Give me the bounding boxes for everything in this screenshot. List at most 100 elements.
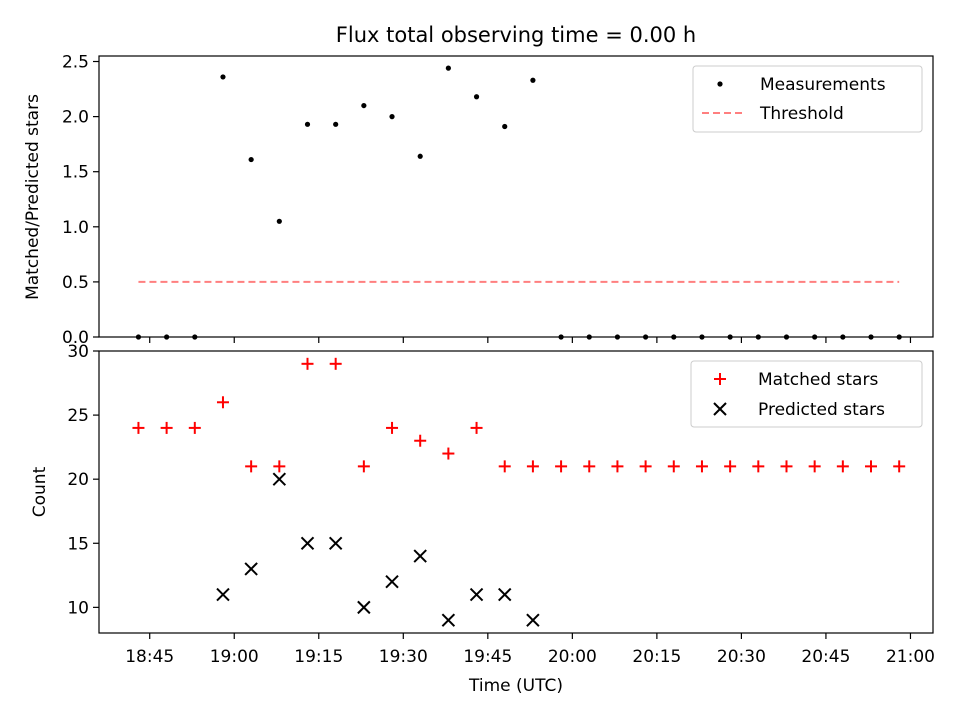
legend-measurements-marker <box>717 81 723 87</box>
y-tick-label: 15 <box>67 534 89 554</box>
x-tick-label: 19:30 <box>379 647 428 667</box>
x-tick-label: 20:45 <box>801 647 850 667</box>
predicted-star-point <box>526 613 540 627</box>
x-tick-label: 19:15 <box>294 647 343 667</box>
x-tick-label: 20:30 <box>717 647 766 667</box>
legend-measurements-label: Measurements <box>760 75 886 95</box>
x-tick-label: 18:45 <box>125 647 174 667</box>
top-data-marks <box>135 65 902 340</box>
matched-star-point <box>724 460 737 473</box>
matched-star-point <box>386 421 399 434</box>
legend-predicted-marker <box>713 402 727 416</box>
measurement-point <box>276 218 282 224</box>
matched-star-point <box>498 460 511 473</box>
predicted-star-stroke-b <box>469 587 484 602</box>
predicted-star-point <box>216 587 230 602</box>
predicted-star-stroke-b <box>413 549 427 563</box>
matched-star-point <box>695 460 708 473</box>
matched-star-point <box>329 357 342 370</box>
measurement-point <box>248 156 254 163</box>
predicted-star-stroke-b <box>216 587 230 602</box>
matched-star-point <box>132 421 145 434</box>
predicted-star-stroke-b <box>328 536 343 550</box>
x-tick-label: 19:45 <box>463 647 512 667</box>
measurement-point <box>530 77 536 83</box>
matched-star-point <box>836 460 849 473</box>
measurement-point <box>333 121 339 127</box>
matched-star-point <box>808 460 821 473</box>
predicted-star-stroke-b <box>244 562 258 576</box>
measurement-point <box>361 102 367 109</box>
x-tick-label: 20:00 <box>548 647 597 667</box>
top-axes-frame <box>98 55 934 338</box>
matched-star-point <box>160 421 173 434</box>
legend-matched-marker <box>714 373 726 385</box>
predicted-star-point <box>244 562 258 576</box>
x-tick-label: 20:15 <box>632 647 681 667</box>
legend-predicted-label: Predicted stars <box>758 400 885 420</box>
predicted-star-point <box>469 587 484 602</box>
x-tick-label: 19:00 <box>210 647 259 667</box>
predicted-star-stroke-b <box>272 472 287 486</box>
predicted-star-point <box>385 575 399 589</box>
y-tick-label: 2.0 <box>62 108 89 128</box>
measurement-point <box>304 121 311 127</box>
matched-star-point <box>555 460 568 473</box>
predicted-star-point <box>328 536 343 550</box>
top-legend: Measurements Threshold <box>692 65 923 133</box>
predicted-star-stroke-b <box>357 600 371 615</box>
matched-star-point <box>639 460 652 473</box>
measurement-point <box>502 123 508 130</box>
bottom-panel: 10 15 20 25 30 18:45 19:00 19:15 19:30 19:45 20:00… <box>30 342 935 696</box>
predicted-star-point <box>441 613 456 627</box>
predicted-star-stroke-b <box>300 536 315 550</box>
y-tick-label: 10 <box>67 598 89 618</box>
legend-matched-label: Matched stars <box>758 370 878 390</box>
matched-star-point <box>273 460 286 473</box>
y-tick-label: 1.5 <box>62 163 89 183</box>
matched-star-point <box>893 460 906 473</box>
predicted-star-point <box>357 600 371 615</box>
matched-star-point <box>357 460 370 473</box>
matched-star-point <box>526 460 539 473</box>
matched-star-point <box>470 421 483 434</box>
matched-star-point <box>414 434 427 447</box>
predicted-star-point <box>498 587 512 602</box>
y-tick-label: 25 <box>67 406 89 426</box>
matched-star-point <box>865 460 878 473</box>
predicted-star-stroke-b <box>385 575 399 589</box>
measurement-point <box>473 94 480 100</box>
measurement-point <box>417 153 423 159</box>
predicted-star-point <box>413 549 427 563</box>
bottom-legend: Matched stars Predicted stars <box>690 360 923 428</box>
y-tick-label: 0.5 <box>62 273 89 293</box>
x-axis-label: Time (UTC) <box>468 676 563 696</box>
x-tick-label: 21:00 <box>886 647 935 667</box>
y-tick-label: 1.0 <box>62 218 89 238</box>
predicted-star-stroke-b <box>526 613 540 627</box>
bottom-axes-frame <box>98 350 934 634</box>
bottom-data-marks <box>132 357 906 627</box>
legend-threshold-label: Threshold <box>759 104 844 124</box>
top-panel: Flux total observing time = 0.00 h 0.0 0.… <box>23 23 934 348</box>
matched-star-point <box>216 396 229 409</box>
matched-star-point <box>301 357 314 370</box>
predicted-star-stroke-b <box>498 587 512 602</box>
matched-star-point <box>583 460 596 473</box>
y-tick-label: 0.0 <box>62 328 89 348</box>
top-y-axis-label: Matched/Predicted stars <box>23 94 43 300</box>
matched-star-point <box>188 421 201 434</box>
bottom-axes-ticks: 10 15 20 25 30 18:45 19:00 19:15 19:30 19:45 20:00… <box>67 342 935 667</box>
y-tick-label: 30 <box>67 342 89 362</box>
measurement-point <box>445 65 451 71</box>
chart-title: Flux total observing time = 0.00 h <box>336 23 696 47</box>
y-tick-label: 20 <box>67 470 89 490</box>
predicted-star-point <box>272 472 287 486</box>
matched-star-point <box>611 460 624 473</box>
matched-star-point <box>752 460 765 473</box>
bottom-y-axis-label: Count <box>30 466 50 517</box>
measurement-point <box>389 114 395 120</box>
matched-star-point <box>780 460 793 473</box>
predicted-star-point <box>300 536 315 550</box>
